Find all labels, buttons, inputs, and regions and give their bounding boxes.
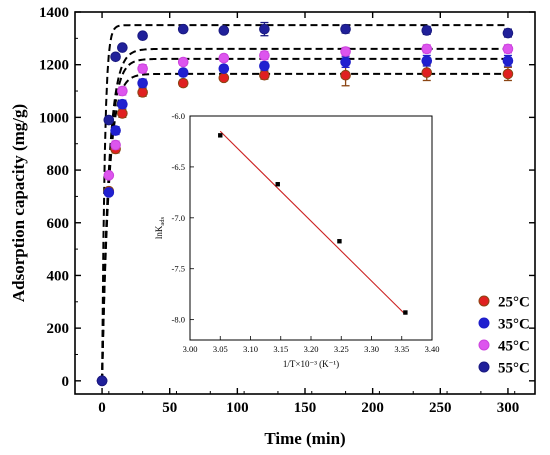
data-point [177,23,189,35]
data-point [421,67,433,78]
inset-x-tick-label: 3.35 [394,344,409,354]
fit-curve [101,72,508,381]
legend-marker [478,295,490,307]
inset-x-tick-label: 3.05 [213,344,228,354]
data-point [259,69,270,81]
data-point [218,72,230,84]
inset-x-tick-label: 3.10 [243,344,258,354]
x-tick-label: 50 [162,400,177,416]
inset-y-axis-label-sub: ads [159,216,166,225]
legend-label: 45°C [498,339,530,355]
data-point [117,85,128,97]
data-point [110,125,121,136]
inset-x-tick-label: 3.15 [273,344,288,354]
inset-x-tick-label: 3.25 [334,344,349,354]
y-tick-label: 400 [47,268,70,284]
data-point [502,55,514,67]
inset-x-tick-label: 3.40 [425,344,440,354]
data-point [110,51,121,63]
legend-label: 35°C [498,317,530,333]
inset-fit-line [219,130,406,315]
data-point [259,50,270,61]
data-point [421,55,433,67]
inset-chart: 3.00 3.05 3.10 3.15 3.20 3.25 3.30 3.35 3.40 -6.0… [148,111,440,369]
data-point [103,114,115,126]
inset-x-tick-label: 3.20 [304,344,319,354]
data-point [177,67,189,78]
inset-y-axis-label: lnKads [154,216,166,239]
data-point [502,43,514,55]
inset-data-point [218,133,223,138]
fit-curve [101,57,508,381]
y-tick-label: 200 [47,321,70,337]
data-point [103,170,115,181]
data-point [96,375,108,387]
inset-y-tick-label: -8.0 [172,315,185,325]
legend-label: 55°C [498,361,530,377]
data-point [259,23,270,35]
data-point [117,108,128,119]
x-tick-label: 200 [361,400,384,416]
data-point [177,56,189,68]
y-tick-label: 600 [47,216,70,232]
data-point [103,187,115,198]
data-point [137,30,148,42]
data-point [502,27,514,39]
y-tick-label: 800 [47,163,70,179]
inset-x-tick-label: 3.30 [364,344,379,354]
inset-frame [189,115,433,341]
inset-x-axis-label: 1/T×10⁻³ (K⁻¹) [283,359,339,369]
legend-marker [478,317,490,329]
y-tick-label: 0 [62,374,70,390]
data-point [340,46,351,57]
data-point [218,25,230,36]
y-tick-label: 1000 [39,110,69,126]
x-axis-label: Time (min) [264,429,345,448]
inset-y-tick-label: -6.0 [172,111,185,121]
data-point [259,60,270,72]
legend-marker [478,361,490,373]
x-tick-label: 0 [98,400,106,416]
data-point [137,63,148,74]
y-tick-label: 1200 [39,58,69,74]
data-point [177,77,189,89]
data-point [340,23,351,35]
data-point [137,87,148,98]
legend-label: 25°C [498,295,530,311]
inset-x-tick-label: 3.00 [183,344,198,354]
data-point [421,25,433,36]
fit-curve [101,24,508,381]
y-tick-label: 1400 [39,5,69,21]
main-chart: 0 50 100 150 200 250 300 0 200 400 600 800 1000 1200 1… [9,5,536,448]
inset-y-axis-label-main: lnK [154,225,164,239]
inset-data-point [337,239,342,244]
inset-data-point [275,182,280,187]
data-point [502,68,514,80]
x-tick-label: 100 [226,400,249,416]
data-point [340,69,351,81]
x-tick-label: 150 [294,400,317,416]
inset-y-tick-label: -7.5 [172,264,185,274]
y-axis-label: Adsorption capacity (mg/g) [9,104,28,302]
data-point [117,98,128,110]
legend: 25°C 35°C 45°C 55°C [478,295,530,377]
data-point [137,77,148,89]
inset-data-point [403,310,408,315]
data-point [117,42,128,53]
fit-curve [101,47,508,381]
data-point [340,56,351,68]
x-tick-label: 250 [429,400,452,416]
data-point [421,43,433,55]
data-point [218,52,230,64]
inset-y-tick-label: -6.5 [172,162,185,172]
legend-marker [478,339,490,351]
data-point [110,139,121,151]
x-tick-label: 300 [497,400,520,416]
inset-y-tick-label: -7.0 [172,213,185,223]
data-point [218,63,230,74]
